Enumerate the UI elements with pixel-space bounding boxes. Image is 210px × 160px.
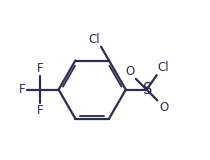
Text: Cl: Cl — [158, 61, 169, 74]
Text: F: F — [37, 62, 43, 75]
Text: S: S — [143, 82, 152, 97]
Text: F: F — [37, 104, 43, 117]
Text: O: O — [159, 101, 168, 114]
Text: F: F — [19, 83, 26, 96]
Text: O: O — [125, 65, 134, 78]
Text: Cl: Cl — [89, 33, 100, 46]
